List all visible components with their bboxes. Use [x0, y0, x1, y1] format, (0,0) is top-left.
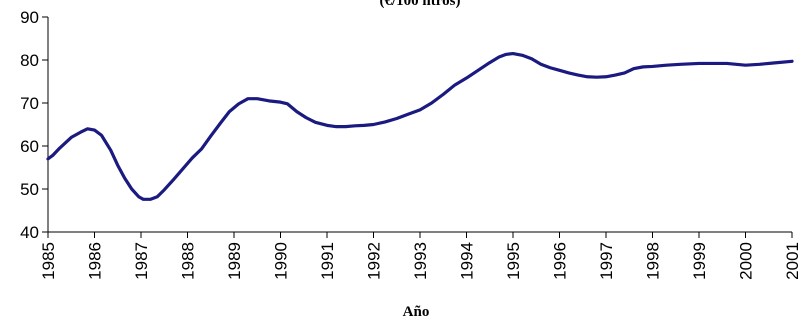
x-tick-label: 2001: [783, 242, 802, 280]
chart-title: (€/100 litros): [380, 0, 461, 9]
x-axis: 1985 1986 1987 1988 1989 1990 1991 1992 1993 1994…: [39, 231, 802, 280]
y-axis: 40 50 60 70 80 90: [20, 8, 49, 242]
x-tick-label: 1987: [132, 242, 151, 280]
x-tick-label: 1998: [644, 242, 663, 280]
x-tick-label: 1997: [597, 242, 616, 280]
x-tick-label: 1990: [272, 242, 291, 280]
series-line: [46, 51, 794, 201]
x-tick-label: 1994: [458, 242, 477, 280]
y-tick-label: 70: [20, 94, 39, 113]
x-tick-label: 1986: [86, 242, 105, 280]
y-tick-label: 50: [20, 180, 39, 199]
x-tick-label: 1988: [179, 242, 198, 280]
y-tick-label: 90: [20, 8, 39, 27]
x-tick-label: 1989: [225, 242, 244, 280]
y-tick-label: 80: [20, 51, 39, 70]
x-tick-label: 1996: [551, 242, 570, 280]
x-tick-label: 1985: [39, 242, 58, 280]
x-tick-label: 1992: [365, 242, 384, 280]
x-tick-label: 2000: [737, 242, 756, 280]
x-tick-label: 1993: [411, 242, 430, 280]
x-tick-label: 1995: [504, 242, 523, 280]
y-tick-label: 60: [20, 137, 39, 156]
x-tick-label: 1991: [318, 242, 337, 280]
x-axis-title: Año: [403, 304, 430, 320]
y-tick-label: 40: [20, 223, 39, 242]
x-tick-label: 1999: [690, 242, 709, 280]
